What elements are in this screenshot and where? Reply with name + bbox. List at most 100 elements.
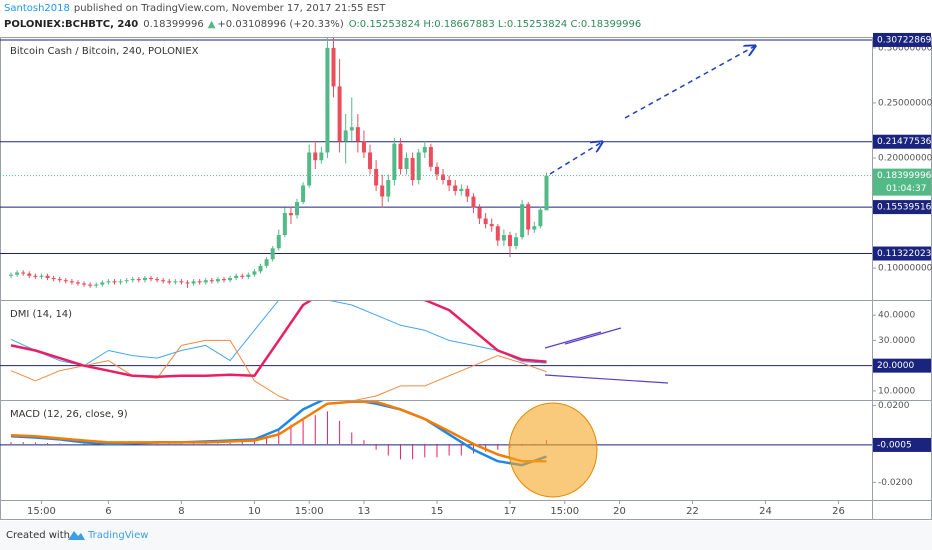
y-tick-label: 0.0200 — [878, 401, 910, 411]
candle-body — [246, 274, 251, 277]
y-tick-label: 30.0000 — [878, 336, 915, 346]
level-label: 0.21477536 — [877, 137, 932, 147]
candle-body — [325, 47, 330, 153]
candle-body — [538, 209, 543, 227]
candle-body — [9, 274, 14, 276]
candle-body — [288, 213, 293, 216]
footer-bar — [0, 521, 932, 550]
candle-body — [416, 152, 421, 181]
level-box — [873, 200, 931, 215]
candle-body — [124, 280, 129, 282]
trend-line — [544, 374, 669, 384]
candle-body — [313, 152, 318, 161]
indicator-line — [10, 301, 547, 379]
x-tick-label: 20 — [613, 506, 626, 517]
level-box — [873, 437, 931, 452]
candle-body — [398, 143, 403, 169]
arrow: ▲ — [208, 19, 216, 30]
candle-body — [380, 185, 385, 197]
candle-body — [331, 47, 336, 87]
level-label: 0.30722869 — [877, 35, 932, 45]
level-box — [873, 32, 931, 47]
candle-body — [21, 272, 26, 274]
level-box — [873, 358, 931, 373]
candle-body — [222, 279, 226, 281]
candle-body — [477, 207, 482, 219]
candle-body — [434, 166, 439, 175]
candle-body — [495, 226, 500, 241]
candle-body — [355, 127, 360, 142]
candle-body — [276, 235, 281, 249]
last-price-label: 0.18399996 — [877, 171, 932, 181]
candle-body — [507, 235, 512, 247]
x-tick-label: 15:00 — [295, 506, 324, 517]
candle-body — [465, 188, 470, 197]
trend-line — [564, 327, 622, 345]
candle-body — [520, 204, 525, 238]
x-tick-label: 15 — [431, 506, 444, 517]
level-box — [873, 246, 931, 261]
candle-body — [197, 281, 202, 283]
ohlc: O:0.15253824 H:0.18667883 L:0.15253824 C… — [349, 19, 642, 30]
candle-body — [228, 277, 233, 281]
candle-body — [489, 224, 494, 227]
candle-body — [501, 235, 506, 241]
candle-body — [258, 265, 263, 272]
projection-arrow — [549, 142, 602, 175]
pane — [0, 401, 872, 467]
candle-body — [410, 157, 415, 181]
highlight-circle — [508, 402, 598, 498]
candle-body — [112, 281, 117, 283]
candle-body — [167, 281, 172, 283]
frame — [0, 37, 932, 520]
candle-body — [301, 185, 306, 203]
candle-body — [428, 146, 433, 167]
candle-body — [191, 281, 196, 284]
candle-body — [368, 152, 373, 169]
candle-body — [361, 141, 366, 153]
candle-body — [392, 143, 397, 181]
level-label: -0.0005 — [877, 440, 912, 450]
candle-body — [337, 86, 342, 142]
candle-body — [386, 180, 391, 197]
candle-body — [252, 271, 257, 275]
x-tick-label: 15:00 — [27, 506, 56, 517]
candle-body — [39, 275, 44, 277]
symbol-line: POLONIEX:BCHBTC, 240 0.18399996 ▲ +0.031089… — [4, 19, 641, 30]
trend-line — [544, 331, 602, 349]
level-box — [873, 134, 931, 149]
candle-body — [343, 130, 348, 142]
symbol: POLONIEX:BCHBTC, 240 — [4, 19, 138, 30]
indicator-line — [10, 301, 547, 367]
candle-body — [82, 283, 87, 285]
candle-body — [155, 279, 160, 281]
publish-line: Santosh2018 published on TradingView.com,… — [4, 3, 386, 14]
author[interactable]: Santosh2018 — [4, 3, 70, 14]
plot: 15:00 6 8 10 15:00 13 15 17 15:00 20 22 24 26 Bitcoin… — [0, 32, 932, 517]
border — [0, 37, 932, 520]
candle-body — [209, 280, 214, 282]
candle-body — [441, 174, 446, 181]
candle-body — [526, 204, 531, 230]
candle-body — [179, 281, 184, 283]
y-tick-label: 0.10000000 — [878, 264, 932, 274]
candle-body — [27, 273, 32, 276]
candle-body — [459, 188, 464, 192]
candle-body — [63, 280, 68, 282]
logo — [68, 531, 85, 540]
candle-body — [215, 279, 220, 282]
candle-body — [447, 180, 452, 186]
pane-title: DMI (14, 14) — [10, 309, 72, 320]
x-tick-label: 26 — [832, 506, 845, 517]
x-tick-label: 15:00 — [550, 506, 579, 517]
candle-body — [264, 259, 269, 266]
candle-body — [51, 277, 56, 280]
pane — [0, 301, 872, 400]
candle-body — [422, 146, 427, 153]
candle-body — [404, 157, 409, 169]
level-label: 0.11322023 — [877, 249, 931, 259]
y-tick-label: 40.0000 — [878, 311, 915, 321]
footer-brand[interactable]: TradingView — [87, 530, 148, 541]
candle-body — [94, 284, 99, 286]
